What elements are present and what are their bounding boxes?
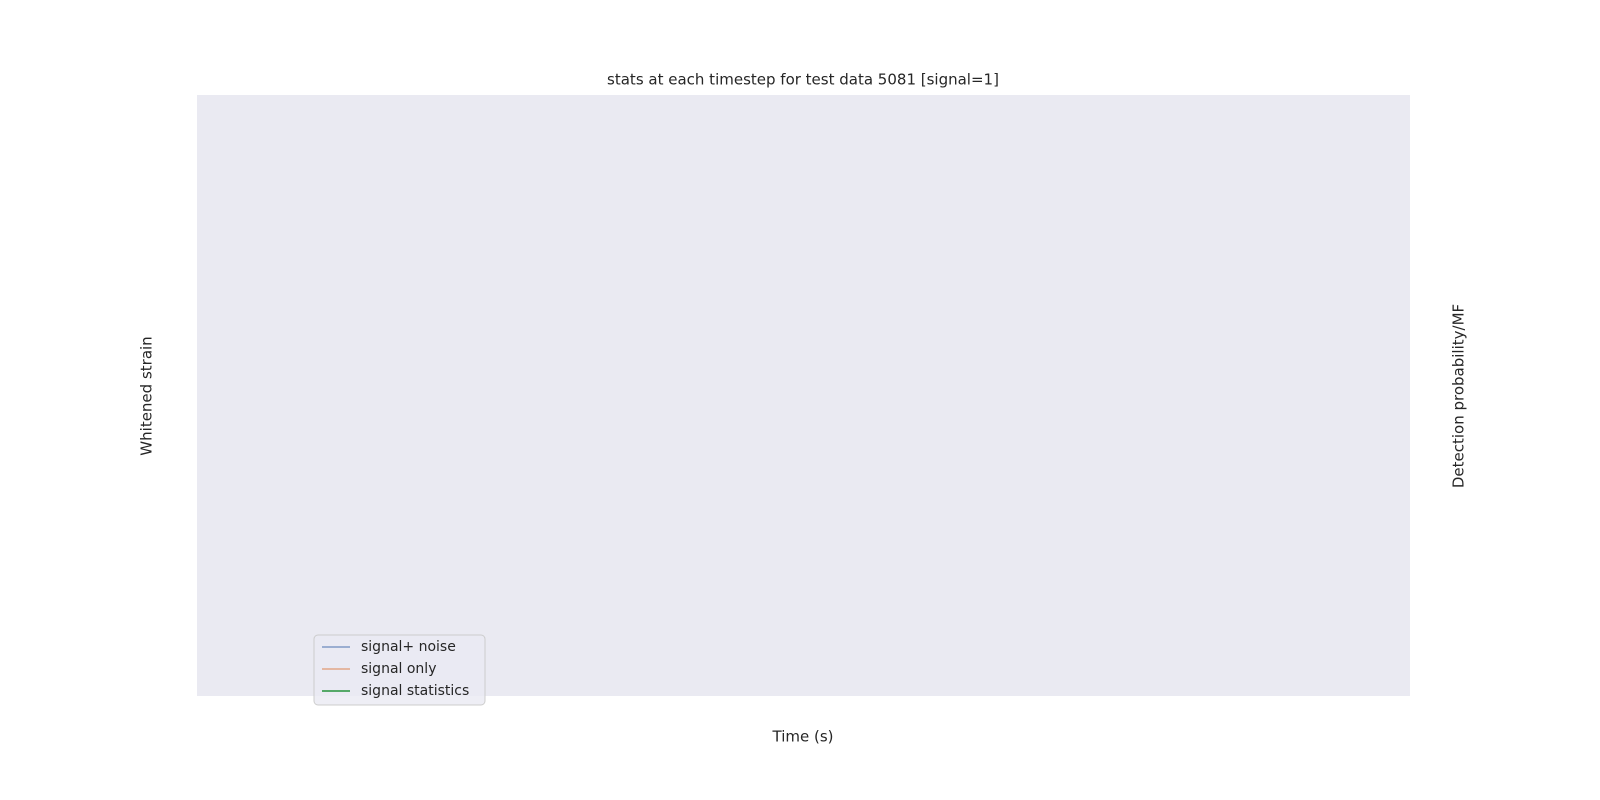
y2-axis-label: Detection probability/MF xyxy=(1450,304,1468,488)
y-axis-label: Whitened strain xyxy=(138,336,156,455)
plot-area xyxy=(197,95,1410,696)
legend-label: signal only xyxy=(361,661,436,677)
legend-label: signal+ noise xyxy=(361,639,456,655)
x-axis-label: Time (s) xyxy=(772,728,834,746)
legend-label: signal statistics xyxy=(361,683,469,699)
legend-box xyxy=(313,634,486,706)
chart-title: stats at each timestep for test data 508… xyxy=(607,71,999,89)
